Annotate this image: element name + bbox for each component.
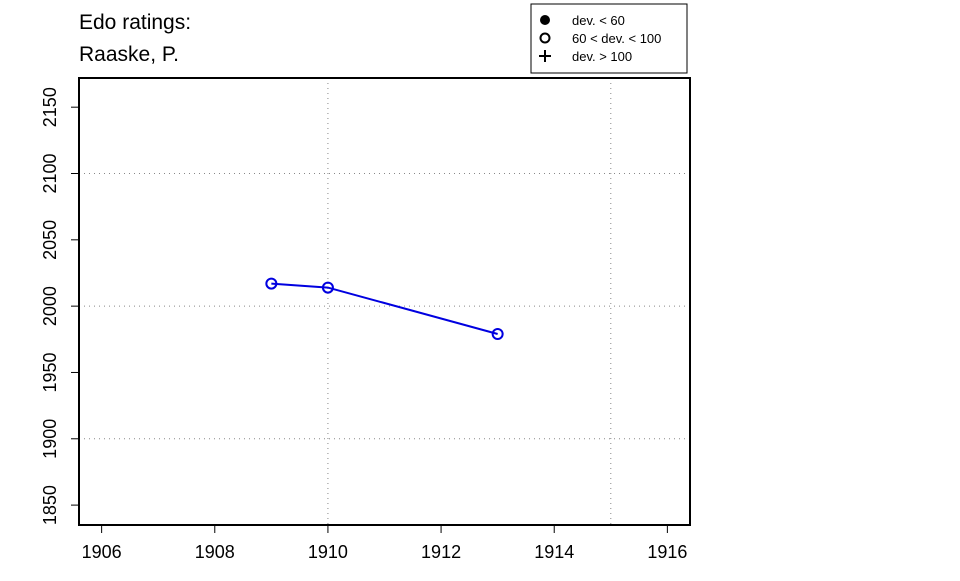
chart-title: Edo ratings: — [79, 11, 191, 34]
y-tick-label: 1950 — [40, 352, 60, 392]
x-tick-label: 1914 — [534, 542, 574, 562]
y-tick-label: 2050 — [40, 220, 60, 260]
series-line — [271, 282, 498, 335]
y-tick-label: 2000 — [40, 286, 60, 326]
chart-title: Raaske, P. — [79, 43, 179, 66]
data-point — [265, 277, 278, 290]
legend-marker — [540, 15, 550, 25]
y-tick-label: 1900 — [40, 419, 60, 459]
legend-label: 60 < dev. < 100 — [572, 31, 661, 46]
legend-label: dev. < 60 — [572, 13, 625, 28]
x-tick-label: 1910 — [308, 542, 348, 562]
legend-box — [530, 3, 688, 74]
x-tick-label: 1912 — [421, 542, 461, 562]
plot-frame — [78, 77, 691, 526]
y-tick-label: 2100 — [40, 153, 60, 193]
data-point — [491, 327, 504, 340]
legend-marker — [539, 50, 551, 62]
legend-marker — [539, 32, 551, 44]
data-point — [321, 281, 334, 294]
legend-label: dev. > 100 — [572, 49, 632, 64]
x-tick-label: 1916 — [647, 542, 687, 562]
x-tick-label: 1906 — [82, 542, 122, 562]
y-tick-label: 2150 — [40, 87, 60, 127]
y-tick-label: 1850 — [40, 485, 60, 525]
x-tick-label: 1908 — [195, 542, 235, 562]
